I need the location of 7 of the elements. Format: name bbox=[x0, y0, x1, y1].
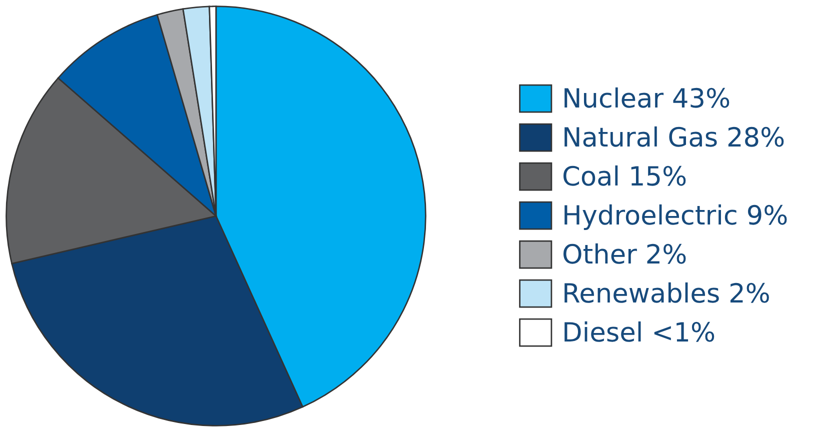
legend-label: Hydroelectric 9% bbox=[564, 204, 787, 230]
legend-label: Nuclear 43% bbox=[564, 87, 730, 108]
legend-label: Coal 15% bbox=[563, 165, 686, 186]
legend-label: Diesel <1% bbox=[564, 321, 714, 342]
legend-label: Renewables 2% bbox=[564, 282, 769, 303]
legend-label: Natural Gas 28% bbox=[564, 126, 784, 147]
legend-label: Other 2% bbox=[563, 243, 686, 264]
